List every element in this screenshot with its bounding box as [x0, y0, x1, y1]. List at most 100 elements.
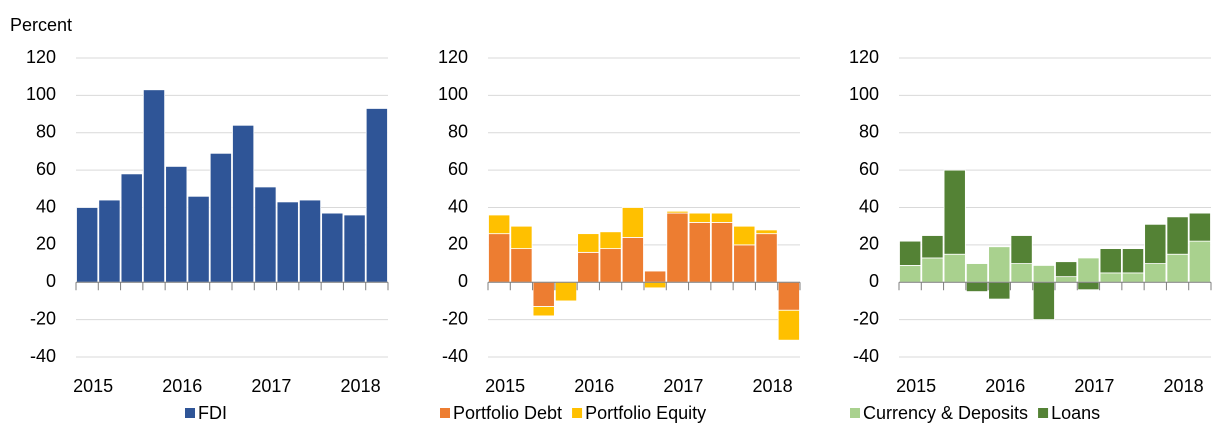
x-tick-label: 2016	[985, 376, 1025, 396]
x-tick-label: 2015	[896, 376, 936, 396]
bar	[899, 265, 922, 283]
bar	[1055, 261, 1078, 278]
legend-label: Loans	[1051, 403, 1100, 423]
bar	[1144, 263, 1167, 283]
bar	[488, 233, 511, 283]
legend-label: FDI	[198, 403, 227, 423]
bar	[943, 253, 966, 283]
bar	[1188, 240, 1211, 283]
y-tick-label: 20	[448, 234, 468, 254]
y-axis-label: Percent	[10, 15, 72, 35]
y-tick-label: 120	[849, 47, 879, 67]
bar	[599, 231, 622, 250]
bar	[365, 108, 388, 283]
bar	[209, 152, 232, 283]
y-tick-label: -20	[30, 308, 56, 328]
bar	[165, 165, 188, 283]
bar	[532, 306, 555, 317]
legend-swatch	[440, 408, 450, 418]
bar	[644, 281, 667, 289]
y-tick-label: 100	[438, 84, 468, 104]
y-tick-label: 100	[26, 84, 56, 104]
legend-swatch	[1038, 408, 1049, 418]
bar	[510, 248, 533, 283]
y-tick-label: 80	[36, 122, 56, 142]
y-tick-label: 0	[458, 271, 468, 291]
bar	[343, 214, 366, 283]
x-tick-label: 2015	[485, 376, 525, 396]
legend-swatch	[572, 408, 583, 418]
y-tick-label: -40	[442, 346, 468, 366]
bar	[1077, 281, 1100, 291]
y-tick-label: 80	[448, 122, 468, 142]
bar	[1121, 248, 1145, 274]
x-tick-label: 2016	[574, 376, 614, 396]
bar	[1166, 216, 1189, 255]
y-tick-label: 20	[859, 234, 879, 254]
y-tick-label: 60	[448, 159, 468, 179]
bar	[554, 281, 578, 302]
y-tick-label: -40	[853, 346, 879, 366]
bar	[755, 233, 778, 283]
bar	[777, 281, 800, 311]
bar	[710, 222, 734, 283]
bar	[621, 236, 644, 283]
bar	[965, 281, 989, 292]
bar	[988, 281, 1011, 300]
y-tick-label: 40	[859, 196, 879, 216]
bar	[1144, 223, 1167, 264]
bar	[510, 225, 533, 250]
bar	[921, 235, 944, 259]
bar	[577, 233, 600, 253]
x-tick-label: 2018	[753, 376, 793, 396]
bar	[688, 222, 711, 283]
x-tick-label: 2016	[162, 376, 202, 396]
bar	[276, 201, 299, 283]
bar	[577, 251, 600, 283]
bar	[488, 214, 511, 235]
bar	[755, 229, 778, 235]
x-tick-label: 2015	[73, 376, 113, 396]
bar	[98, 199, 121, 283]
bar	[532, 281, 555, 307]
bar	[621, 207, 644, 238]
bar	[1188, 212, 1211, 242]
bar	[1099, 272, 1122, 283]
bar	[988, 246, 1011, 283]
bar	[232, 124, 255, 283]
y-tick-label: -40	[30, 346, 56, 366]
legend-label: Portfolio Debt	[453, 403, 562, 423]
bar	[1055, 276, 1078, 283]
bar	[1121, 272, 1145, 283]
x-tick-label: 2017	[1074, 376, 1114, 396]
x-tick-label: 2018	[341, 376, 381, 396]
legend-label: Currency & Deposits	[863, 403, 1028, 423]
y-tick-label: -20	[442, 308, 468, 328]
y-tick-label: 120	[26, 47, 56, 67]
bar	[1032, 265, 1055, 283]
y-tick-label: 40	[448, 196, 468, 216]
bar	[710, 212, 734, 223]
y-tick-label: 100	[849, 84, 879, 104]
bar	[733, 225, 756, 246]
bar	[120, 173, 143, 283]
y-tick-label: 60	[859, 159, 879, 179]
x-tick-label: 2018	[1164, 376, 1204, 396]
bar	[688, 212, 711, 223]
bar	[666, 212, 689, 283]
bar	[298, 199, 322, 283]
bar	[899, 240, 922, 266]
y-tick-label: 40	[36, 196, 56, 216]
bar	[1099, 248, 1122, 274]
y-tick-label: 120	[438, 47, 468, 67]
legend-label: Portfolio Equity	[585, 403, 706, 423]
x-tick-label: 2017	[251, 376, 291, 396]
bar	[321, 212, 344, 283]
bar	[921, 257, 944, 283]
y-tick-label: 0	[869, 271, 879, 291]
legend-swatch	[185, 408, 195, 418]
x-tick-label: 2017	[663, 376, 703, 396]
y-tick-label: 60	[36, 159, 56, 179]
bar	[733, 244, 756, 283]
